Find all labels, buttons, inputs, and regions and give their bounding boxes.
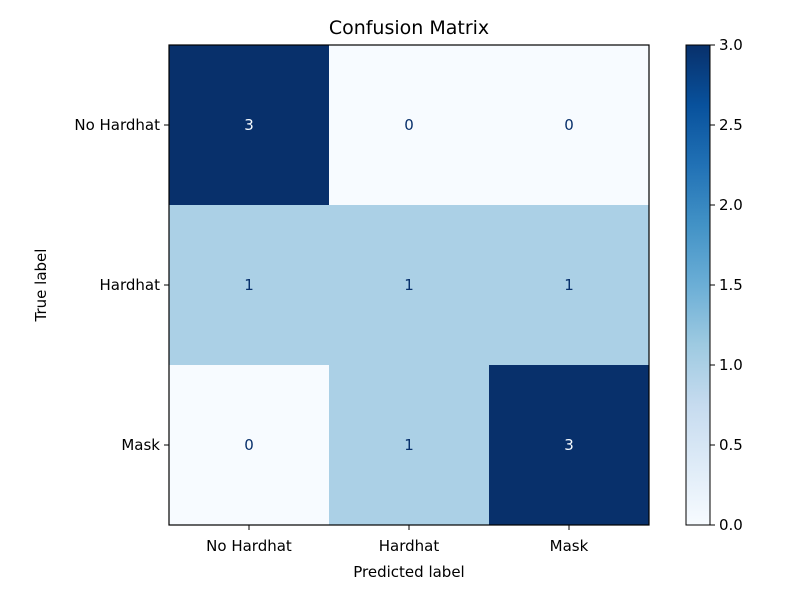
heatmap-cell (489, 365, 650, 526)
x-tick-label: No Hardhat (206, 537, 292, 555)
colorbar-tick-label: 1.0 (719, 356, 743, 374)
heatmap-cell (329, 365, 490, 526)
heatmap-cell (329, 45, 490, 206)
y-tick-label: Mask (121, 436, 160, 454)
colorbar-tick-label: 0.5 (719, 436, 743, 454)
colorbar-tick-label: 0.0 (719, 516, 743, 534)
chart-title: Confusion Matrix (329, 17, 489, 39)
y-axis-label: True label (32, 249, 50, 323)
heatmap-cell (489, 205, 650, 366)
cell-value-label: 1 (404, 276, 414, 294)
heatmap-cells: 3 0 0 1 1 1 0 1 3 (169, 45, 650, 526)
colorbar-tick-label: 3.0 (719, 36, 743, 54)
x-axis-label: Predicted label (353, 563, 464, 581)
x-tick-label: Mask (550, 537, 589, 555)
cell-value-label: 1 (404, 436, 414, 454)
y-tick-label: No Hardhat (74, 116, 160, 134)
cell-value-label: 3 (244, 116, 254, 134)
heatmap-cell (169, 365, 330, 526)
cell-value-label: 0 (244, 436, 254, 454)
colorbar-tick-label: 2.5 (719, 116, 743, 134)
cell-value-label: 1 (564, 276, 574, 294)
x-axis: No Hardhat Hardhat Mask (206, 525, 589, 555)
heatmap-cell (489, 45, 650, 206)
colorbar-tick-label: 2.0 (719, 196, 743, 214)
cell-value-label: 3 (564, 436, 574, 454)
cell-value-label: 0 (564, 116, 574, 134)
colorbar-axis: 0.0 0.5 1.0 1.5 2.0 2.5 3.0 (710, 36, 743, 534)
colorbar-tick-label: 1.5 (719, 276, 743, 294)
heatmap-cell (169, 205, 330, 366)
y-axis: No Hardhat Hardhat Mask (74, 116, 169, 454)
heatmap-cell (169, 45, 330, 206)
x-tick-label: Hardhat (379, 537, 440, 555)
cell-value-label: 0 (404, 116, 414, 134)
colorbar (685, 44, 711, 526)
y-tick-label: Hardhat (100, 276, 161, 294)
heatmap-cell (329, 205, 490, 366)
cell-value-label: 1 (244, 276, 254, 294)
